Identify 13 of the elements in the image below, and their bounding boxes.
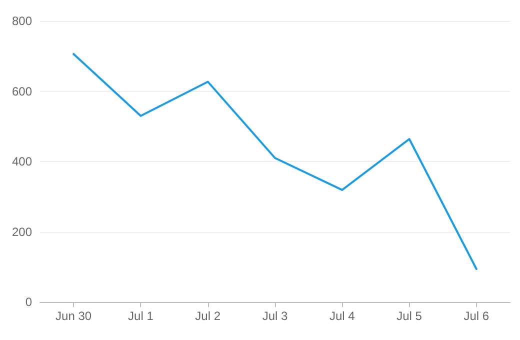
y-tick-label: 600 bbox=[12, 84, 32, 98]
x-tick-label: Jul 1 bbox=[128, 309, 154, 323]
y-tick-label: 200 bbox=[12, 224, 32, 239]
y-tick-label: 0 bbox=[25, 295, 32, 309]
y-tick-label: 800 bbox=[12, 14, 32, 28]
y-tick-label: 400 bbox=[12, 154, 32, 168]
x-tick-label: Jun 30 bbox=[56, 309, 92, 323]
x-tick-label: Jul 6 bbox=[464, 309, 490, 323]
x-tick-label: Jul 2 bbox=[195, 309, 221, 323]
x-tick-label: Jul 3 bbox=[262, 309, 288, 323]
x-tick-label: Jul 4 bbox=[329, 309, 356, 323]
line-series bbox=[72, 53, 478, 270]
x-tick-label: Jul 5 bbox=[396, 309, 422, 323]
